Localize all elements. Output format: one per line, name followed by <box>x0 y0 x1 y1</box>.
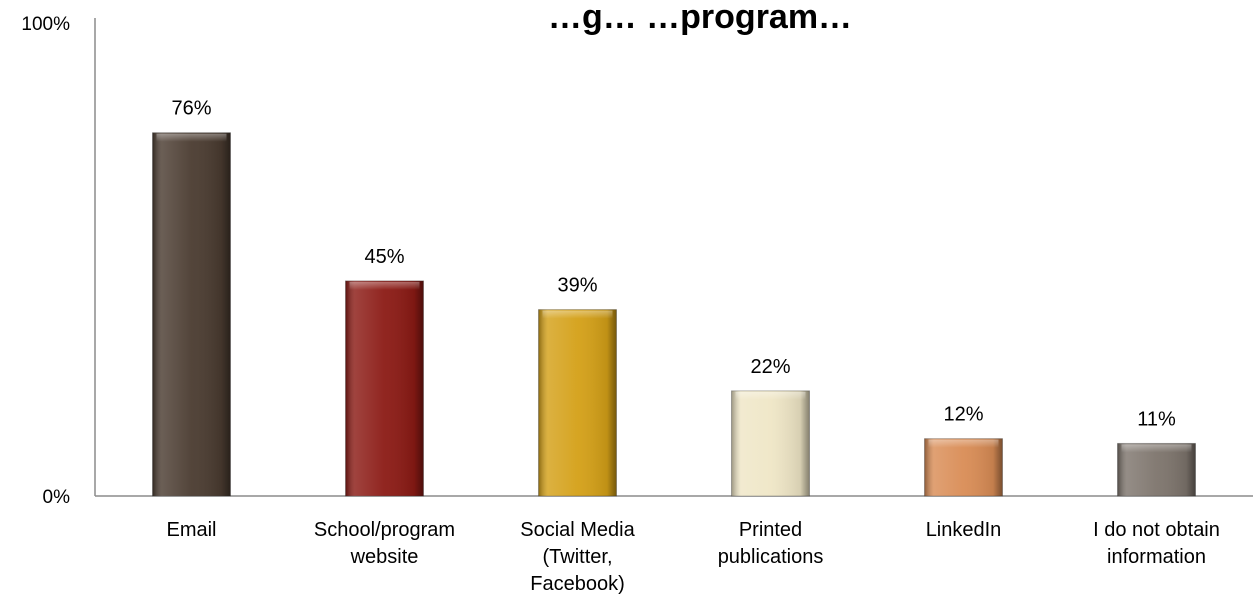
data-label: 45% <box>364 246 404 268</box>
bar-bevel <box>928 439 999 448</box>
data-label: 11% <box>1137 408 1176 430</box>
bar-bevel <box>349 281 420 290</box>
bars-group <box>152 132 1196 497</box>
bar <box>345 280 424 497</box>
bar-bevel <box>735 391 806 400</box>
bar-bevel <box>542 310 613 319</box>
bar <box>152 132 231 497</box>
data-label: 39% <box>557 275 597 297</box>
bar-bevel <box>156 133 227 142</box>
bar <box>1117 442 1196 497</box>
bar-shading <box>345 280 424 496</box>
bar-bevel <box>1121 444 1192 453</box>
data-labels-group: 76% 45% 39% 22% 12% 11% <box>171 98 1176 431</box>
bar <box>924 438 1003 497</box>
bar <box>538 309 617 497</box>
x-tick-label: Email <box>166 519 216 541</box>
x-tick-label: LinkedIn <box>926 519 1002 541</box>
x-tick-label: School/program website <box>314 519 455 568</box>
bar-shading <box>924 438 1003 496</box>
data-label: 12% <box>943 404 983 426</box>
x-tick-label: Social Media (Twitter, Facebook) <box>520 519 635 595</box>
bar-shading <box>731 390 810 496</box>
data-label: 22% <box>750 356 790 378</box>
x-tick-label: Printed publications <box>718 519 824 568</box>
bar-shading <box>538 309 617 496</box>
category-labels-group: Email School/program website Social Media (T… <box>166 519 1219 595</box>
bar-shading <box>152 132 231 496</box>
x-tick-label: I do not obtain information <box>1093 519 1220 568</box>
data-label: 76% <box>171 98 211 120</box>
y-tick-label-min: 0% <box>43 487 71 508</box>
chart-title: …g… …program… <box>548 0 852 36</box>
bar <box>731 390 810 497</box>
y-tick-label-max: 100% <box>21 14 70 35</box>
